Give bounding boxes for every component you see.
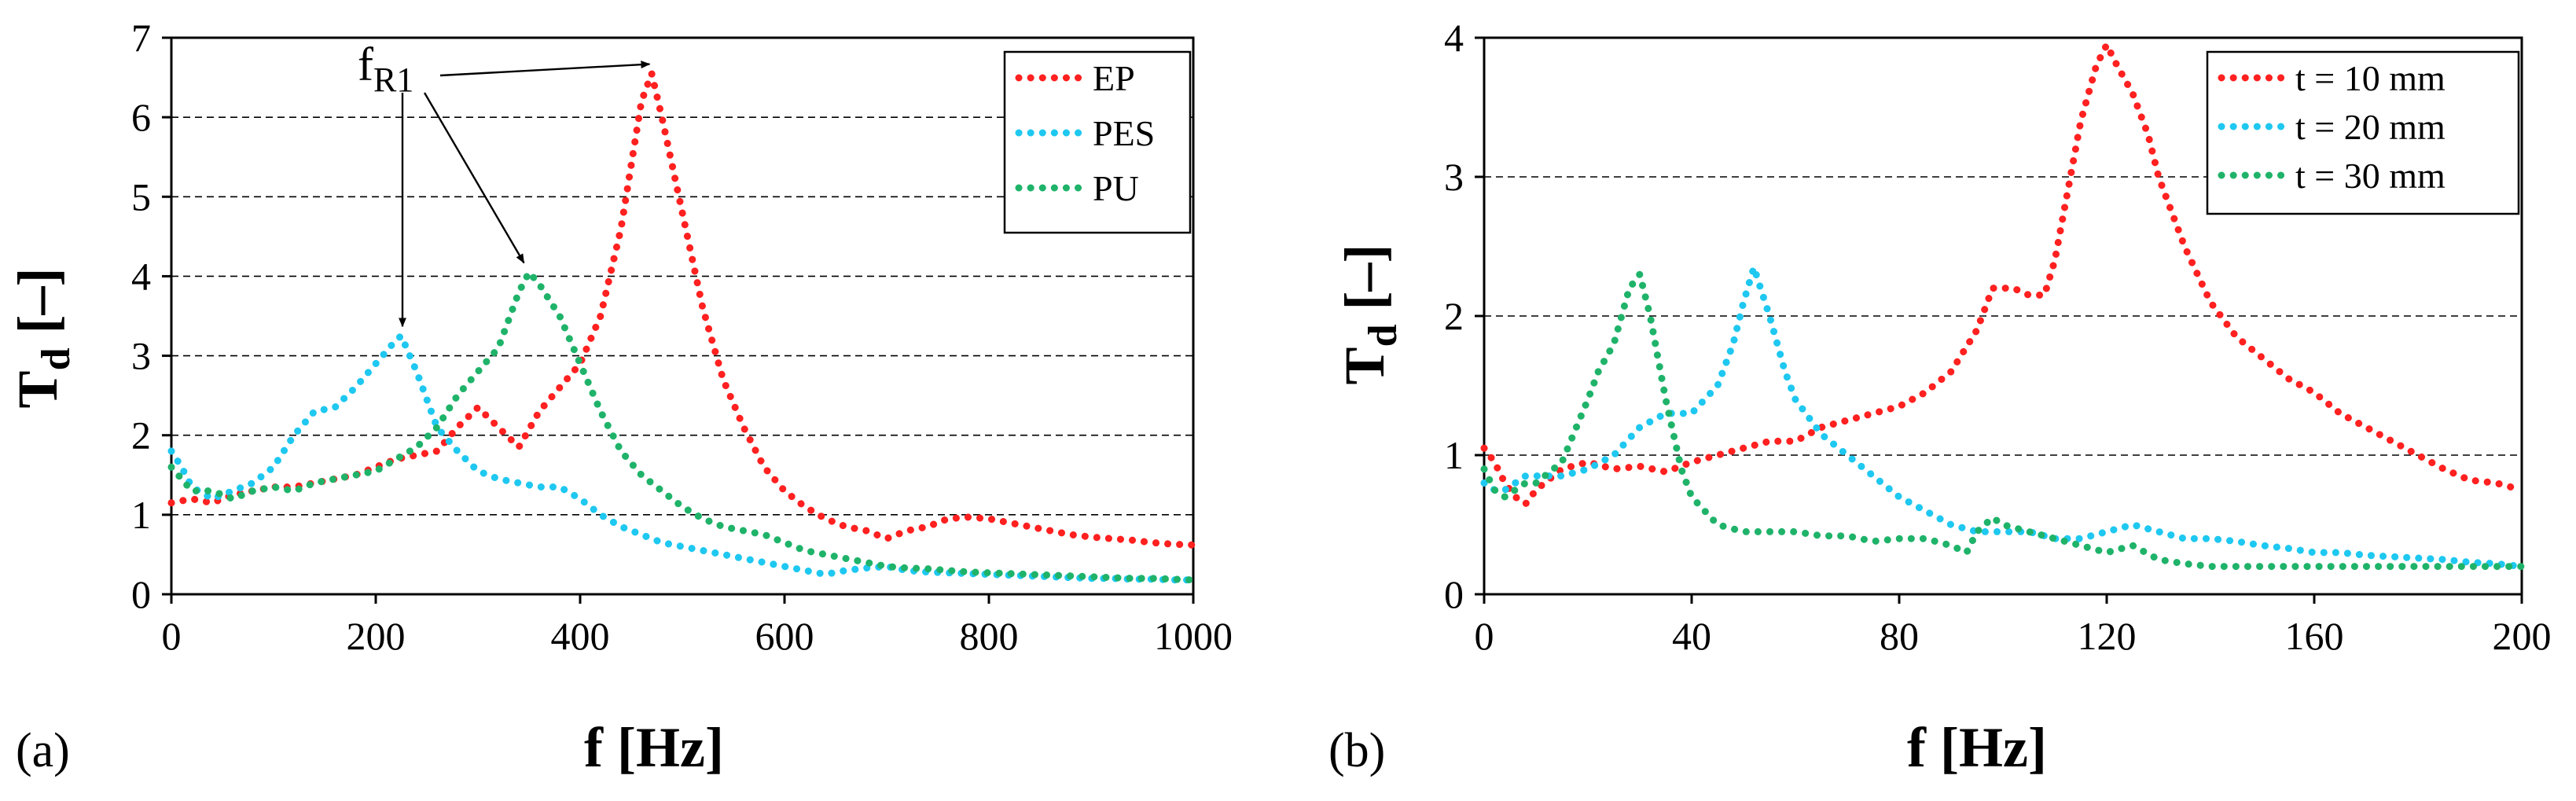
series-line-pu bbox=[167, 268, 1197, 584]
x-tick-label: 200 bbox=[347, 614, 406, 658]
legend-a: EP PES PU bbox=[1003, 50, 1192, 234]
x-tick-label: 800 bbox=[960, 614, 1019, 658]
x-tick-label: 200 bbox=[2493, 614, 2552, 658]
x-tick-label: 80 bbox=[1880, 614, 1919, 658]
legend-b: t = 10 mm t = 20 mm t = 30 mm bbox=[2206, 50, 2520, 215]
series-line-t-30-mm bbox=[1480, 270, 2526, 571]
legend-label: PU bbox=[1093, 168, 1139, 208]
x-tick-label: 40 bbox=[1672, 614, 1711, 658]
annotation-label: fR1 bbox=[358, 39, 413, 99]
y-tick-label: 6 bbox=[131, 95, 151, 139]
y-tick-label: 4 bbox=[131, 254, 151, 298]
y-tick-label: 4 bbox=[1444, 16, 1464, 60]
legend-box bbox=[1003, 50, 1192, 234]
panel-label-a: (a) bbox=[16, 724, 70, 777]
y-tick-label: 3 bbox=[131, 334, 151, 378]
y-tick-label: 2 bbox=[1444, 294, 1464, 338]
y-tick-label: 1 bbox=[131, 493, 151, 537]
series-line-pes bbox=[167, 332, 1197, 584]
chart-panel-a: 0 1 2 3 4 5 6 7 0 200 400 600 800 1000 fR1 EP PES PU f … bbox=[6, 16, 1233, 779]
y-tick-label: 5 bbox=[131, 175, 151, 219]
series-group-a bbox=[167, 70, 1197, 584]
y-axis-label-b: Td [–] bbox=[1333, 244, 1406, 385]
plot-frame-a bbox=[170, 36, 1195, 596]
annotation-fr1: fR1 bbox=[358, 39, 651, 328]
grid-a bbox=[171, 116, 1193, 516]
grid-b bbox=[1484, 176, 2522, 456]
y-tick-label: 2 bbox=[131, 413, 151, 457]
legend-label: t = 20 mm bbox=[2295, 107, 2446, 147]
x-tick-label: 600 bbox=[755, 614, 814, 658]
y-tick-label: 0 bbox=[131, 572, 151, 616]
x-axis-label-b: f [Hz] bbox=[1907, 716, 2047, 779]
y-tick-label: 1 bbox=[1444, 433, 1464, 477]
tick-labels-a: 0 1 2 3 4 5 6 7 0 200 400 600 800 1000 bbox=[131, 16, 1233, 658]
legend-label: PES bbox=[1093, 113, 1155, 153]
x-tick-label: 160 bbox=[2285, 614, 2344, 658]
y-tick-label: 0 bbox=[1444, 572, 1464, 616]
legend-label: t = 10 mm bbox=[2295, 58, 2446, 98]
x-tick-label: 1000 bbox=[1154, 614, 1233, 658]
x-tick-label: 120 bbox=[2078, 614, 2137, 658]
legend-label: t = 30 mm bbox=[2295, 156, 2446, 196]
x-axis-label-a: f [Hz] bbox=[584, 716, 724, 779]
annotation-arrow bbox=[423, 92, 525, 264]
x-tick-label: 0 bbox=[162, 614, 182, 658]
series-line-t-20-mm bbox=[1480, 263, 2526, 571]
x-tick-label: 0 bbox=[1475, 614, 1494, 658]
y-axis-label-a: Td [–] bbox=[6, 268, 79, 409]
series-group-b bbox=[1480, 41, 2526, 571]
x-tick-label: 400 bbox=[551, 614, 610, 658]
y-tick-label: 7 bbox=[131, 16, 151, 60]
legend-label: EP bbox=[1093, 58, 1135, 98]
panel-label-b: (b) bbox=[1328, 724, 1385, 777]
y-tick-label: 3 bbox=[1444, 155, 1464, 199]
annotation-arrow bbox=[439, 61, 651, 77]
